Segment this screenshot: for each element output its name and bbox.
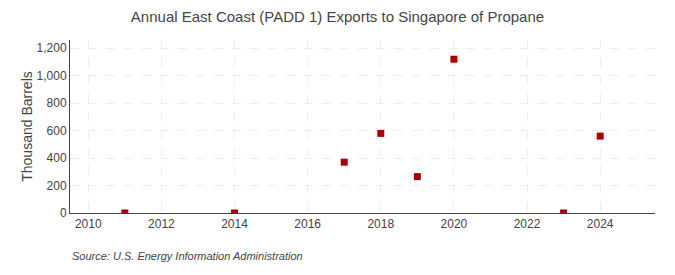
svg-text:Thousand Barrels: Thousand Barrels	[19, 71, 35, 182]
svg-text:2020: 2020	[441, 217, 468, 231]
svg-text:2016: 2016	[294, 217, 321, 231]
svg-text:0: 0	[60, 206, 67, 220]
svg-text:2014: 2014	[221, 217, 248, 231]
svg-text:1,000: 1,000	[37, 69, 67, 83]
svg-text:800: 800	[47, 96, 67, 110]
svg-text:1,200: 1,200	[37, 41, 67, 55]
svg-text:2012: 2012	[148, 217, 175, 231]
svg-text:2018: 2018	[367, 217, 394, 231]
svg-text:Annual East Coast (PADD 1) Exp: Annual East Coast (PADD 1) Exports to Si…	[131, 8, 544, 25]
svg-text:600: 600	[47, 124, 67, 138]
svg-text:Source: U.S. Energy Informatio: Source: U.S. Energy Information Administ…	[72, 250, 303, 262]
svg-text:2010: 2010	[75, 217, 102, 231]
svg-text:400: 400	[47, 151, 67, 165]
svg-text:200: 200	[47, 179, 67, 193]
svg-text:2024: 2024	[587, 217, 614, 231]
svg-text:2022: 2022	[514, 217, 541, 231]
